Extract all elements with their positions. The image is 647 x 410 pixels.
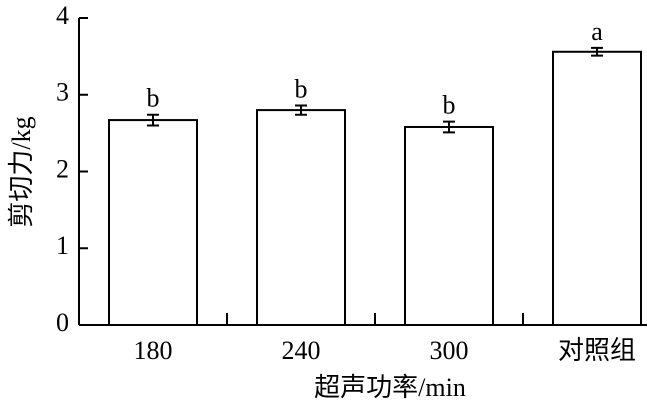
significance-label: a: [591, 17, 603, 46]
significance-label: b: [443, 91, 456, 120]
bar: [108, 119, 198, 326]
significance-label: b: [295, 74, 308, 103]
y-tick-label: 3: [56, 78, 69, 107]
error-bar: [443, 120, 455, 134]
x-tick-label: 对照组: [558, 336, 636, 365]
bar: [404, 125, 494, 326]
error-bar: [147, 113, 159, 127]
error-bar: [591, 46, 603, 57]
y-tick-label: 0: [56, 308, 69, 337]
y-tick-label: 4: [56, 1, 69, 30]
x-tick-label: 300: [430, 336, 469, 365]
y-tick-label: 1: [56, 231, 69, 260]
y-tick-label: 2: [56, 154, 69, 183]
x-tick-label: 240: [282, 336, 321, 365]
significance-label: b: [147, 84, 160, 113]
bar: [256, 109, 346, 326]
error-bar: [295, 104, 307, 116]
y-axis-label: 剪切力/kg: [7, 116, 36, 227]
x-axis-label: 超声功率/min: [314, 373, 466, 402]
x-tick-label: 180: [134, 336, 173, 365]
bar: [552, 50, 642, 327]
